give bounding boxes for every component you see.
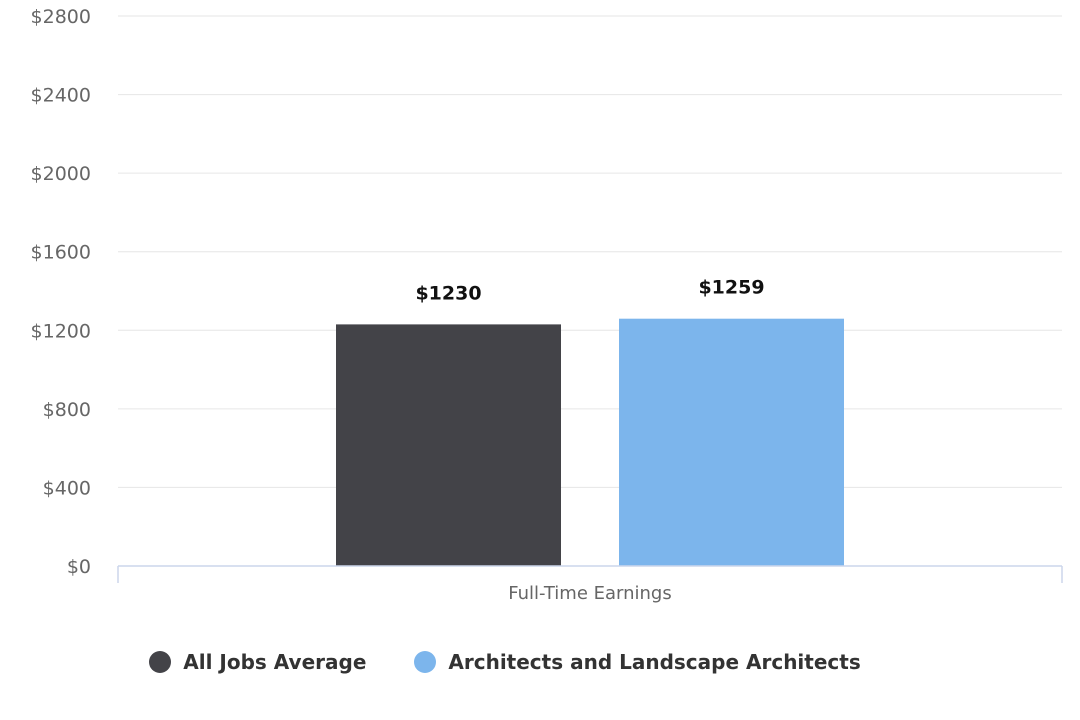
y-tick-label: $800 xyxy=(43,399,91,421)
gridlines xyxy=(118,15,1062,488)
y-tick-label: $2800 xyxy=(31,6,91,28)
y-tick-label: $2400 xyxy=(31,85,91,107)
legend-label: All Jobs Average xyxy=(183,650,367,674)
data-label: $1230 xyxy=(415,282,481,304)
x-axis: Full-Time Earnings xyxy=(117,565,1063,604)
legend-item-all-jobs-average[interactable]: All Jobs Average xyxy=(149,650,366,674)
legend: All Jobs Average Architects and Landscap… xyxy=(0,640,1080,684)
legend-swatch-architects xyxy=(414,651,437,673)
y-tick-label: $1600 xyxy=(31,242,91,264)
legend-label: Architects and Landscape Architects xyxy=(448,650,861,674)
y-tick-label: $2000 xyxy=(31,163,91,185)
bars xyxy=(336,318,844,566)
bar xyxy=(336,324,561,566)
y-tick-label: $1200 xyxy=(31,320,91,342)
y-axis-tick-labels: $0 $400 $800 $1200 $1600 $2000 $2400 $2800 xyxy=(31,6,91,578)
bar xyxy=(619,318,844,566)
bar-chart: $0 $400 $800 $1200 $1600 $2000 $2400 $2800 $123… xyxy=(31,6,1063,604)
data-labels: $1230 $1259 xyxy=(415,277,764,305)
x-category-label: Full-Time Earnings xyxy=(508,583,672,604)
legend-swatch-all-jobs-average xyxy=(149,651,172,673)
y-tick-label: $400 xyxy=(43,477,91,499)
legend-item-architects[interactable]: Architects and Landscape Architects xyxy=(414,650,861,674)
y-tick-label: $0 xyxy=(67,556,91,578)
data-label: $1259 xyxy=(698,277,764,299)
